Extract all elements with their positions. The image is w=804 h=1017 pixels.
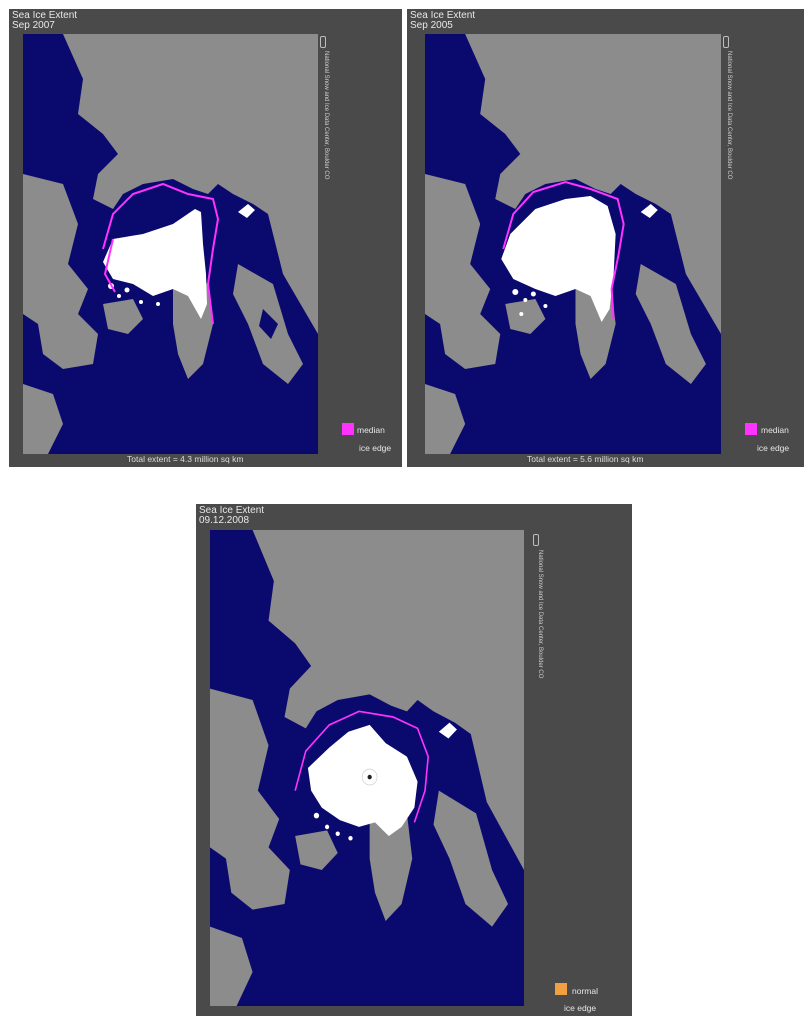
legend-swatch-median — [745, 423, 757, 435]
credit-text: National Snow and Ice Data Center, Bould… — [537, 550, 543, 679]
land-masses — [210, 530, 524, 1006]
title-line-2: Sep 2007 — [12, 20, 55, 31]
sea-ice — [501, 196, 616, 322]
arctic-map — [210, 530, 524, 1006]
normal-ice-edge — [294, 710, 430, 823]
legend-swatch-normal — [555, 983, 567, 995]
panel-title: Sea Ice Extent Sep 2005 — [410, 11, 475, 31]
arctic-map-graphic — [210, 530, 524, 1006]
arctic-map-graphic — [23, 34, 318, 454]
map-panel-09-12-2008: Sea Ice Extent 09.12.2008 Na — [196, 504, 632, 1016]
alaska-outline — [640, 204, 658, 218]
land-masses — [425, 34, 721, 454]
legend-swatch-median — [342, 423, 354, 435]
title-line-1: Sea Ice Extent — [410, 10, 476, 21]
legend-label-line-1: median — [761, 425, 789, 435]
nsidc-logo-icon — [533, 534, 539, 546]
total-extent-text: Total extent = 4.3 million sq km — [127, 454, 244, 464]
panel-title: Sea Ice Extent Sep 2007 — [12, 11, 77, 31]
panel-title: Sea Ice Extent 09.12.2008 — [199, 506, 264, 526]
arctic-map-graphic — [425, 34, 721, 454]
sea-ice — [103, 209, 207, 319]
legend-label-line-1: normal — [572, 986, 598, 996]
title-line-2: 09.12.2008 — [199, 515, 250, 526]
median-ice-edge — [502, 180, 625, 320]
ice-fragments — [512, 289, 548, 316]
legend-label-line-1: median — [357, 425, 385, 435]
legend-label-line-2: ice edge — [564, 1003, 597, 1013]
median-ice-edge — [102, 182, 220, 325]
nsidc-logo-icon — [723, 36, 729, 48]
alaska-outline — [238, 204, 255, 218]
north-pole-marker — [367, 774, 372, 780]
alaska-outline — [438, 722, 457, 739]
arctic-map — [425, 34, 721, 454]
ice-fragments — [313, 812, 353, 841]
credit-text: National Snow and Ice Data Center, Bould… — [726, 51, 732, 180]
legend-label-line-2: ice edge — [359, 443, 392, 453]
title-line-1: Sea Ice Extent — [199, 505, 265, 516]
title-line-1: Sea Ice Extent — [12, 10, 78, 21]
map-panel-sep-2005: Sea Ice Extent Sep 2005 National Snow an… — [407, 9, 804, 467]
title-line-2: Sep 2005 — [410, 20, 453, 31]
total-extent-text: Total extent = 5.6 million sq km — [527, 454, 644, 464]
map-panel-sep-2007: Sea Ice Extent Sep 2007 — [9, 9, 402, 467]
legend-label-line-2: ice edge — [757, 443, 790, 453]
arctic-map — [23, 34, 318, 454]
credit-text: National Snow and Ice Data Center, Bould… — [323, 51, 329, 180]
nsidc-logo-icon — [320, 36, 326, 48]
